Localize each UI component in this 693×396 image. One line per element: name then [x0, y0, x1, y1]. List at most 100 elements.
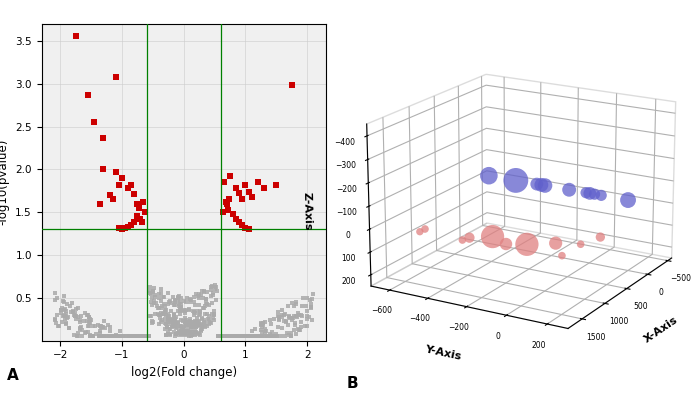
Point [49, 316, 60, 322]
Point [182, 328, 193, 335]
Point [139, 209, 150, 215]
Point [258, 185, 270, 191]
Point [168, 311, 179, 317]
Point [59, 293, 70, 299]
Point [231, 185, 242, 191]
Point [216, 333, 227, 339]
Point [175, 299, 186, 305]
Point [173, 297, 184, 303]
Point [76, 312, 87, 319]
Point [55, 307, 67, 313]
Point [118, 333, 129, 339]
Point [144, 290, 155, 296]
Point [271, 181, 282, 188]
Point [82, 312, 93, 318]
Point [190, 319, 201, 325]
Point [179, 331, 191, 338]
Point [232, 333, 243, 339]
Point [160, 309, 171, 316]
Point [237, 333, 248, 339]
Point [184, 323, 195, 329]
Point [235, 333, 246, 339]
Point [199, 320, 210, 327]
Point [67, 299, 78, 306]
Point [164, 318, 175, 325]
Point [71, 305, 82, 312]
Point [173, 329, 184, 335]
Point [175, 307, 186, 314]
Point [242, 333, 253, 339]
Point [64, 324, 75, 331]
Point [223, 196, 234, 202]
Point [283, 314, 295, 320]
Point [212, 333, 223, 339]
Point [171, 324, 182, 330]
Point [225, 333, 236, 339]
Point [119, 225, 130, 231]
Point [194, 308, 205, 314]
Point [189, 299, 200, 306]
Point [94, 328, 105, 334]
Point [160, 307, 171, 313]
Point [140, 333, 151, 339]
Point [136, 333, 147, 339]
Point [194, 332, 205, 339]
Point [175, 328, 186, 335]
Point [135, 333, 146, 339]
Point [195, 328, 207, 334]
Point [186, 329, 197, 335]
Point [106, 333, 117, 339]
Point [159, 293, 170, 300]
Point [165, 318, 176, 325]
Point [182, 320, 193, 327]
Point [193, 312, 204, 318]
Point [243, 333, 254, 339]
Point [68, 332, 79, 338]
Point [109, 333, 120, 339]
Point [161, 324, 173, 331]
Point [254, 333, 265, 339]
Point [216, 333, 227, 339]
Point [255, 322, 266, 328]
Point [234, 333, 245, 339]
Point [140, 333, 151, 339]
Point [59, 313, 70, 320]
Point [111, 333, 122, 339]
Point [175, 323, 186, 329]
Point [235, 333, 246, 339]
Point [143, 333, 155, 339]
Point [217, 333, 228, 339]
Point [199, 288, 210, 294]
Point [201, 311, 212, 317]
Point [113, 181, 124, 188]
Point [178, 307, 189, 314]
Point [116, 333, 127, 339]
Point [96, 324, 107, 331]
Point [196, 291, 207, 298]
Point [182, 295, 193, 301]
Point [59, 306, 70, 312]
Point [277, 314, 288, 321]
Point [184, 318, 195, 325]
Point [273, 313, 284, 320]
Point [206, 284, 217, 290]
Point [206, 287, 217, 293]
Point [52, 323, 63, 329]
Point [153, 305, 164, 311]
Point [135, 333, 146, 339]
Point [50, 290, 61, 297]
Point [188, 324, 199, 330]
Point [70, 316, 81, 322]
Point [193, 322, 204, 329]
Point [186, 329, 197, 335]
Point [258, 322, 269, 328]
Point [286, 333, 297, 339]
Point [183, 307, 194, 313]
Point [204, 319, 216, 325]
Point [215, 333, 226, 339]
Point [115, 333, 126, 339]
Point [134, 333, 145, 339]
Point [306, 303, 317, 310]
Point [169, 317, 180, 323]
Point [290, 299, 301, 305]
